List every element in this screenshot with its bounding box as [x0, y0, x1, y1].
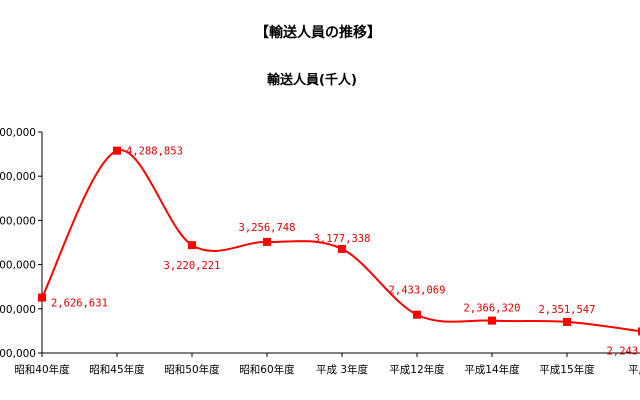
data-point-marker: [338, 244, 346, 253]
data-point-marker: [113, 146, 121, 155]
axes: [41, 132, 640, 354]
y-axis-ticks: ,000,000 ,500,000 ,000,000 ,500,000 ,000,000…: [0, 127, 42, 360]
x-tick-label: 平成 3年度: [316, 363, 369, 376]
x-tick-label: 平成15年度: [539, 363, 595, 376]
data-point-marker: [488, 316, 496, 325]
page-heading: 【輸送人員の推移】: [255, 24, 381, 41]
x-tick-label: 平成12年度: [389, 363, 445, 376]
data-labels: 2,626,631 4,288,853 3,220,221 3,256,748 3,17…: [51, 146, 640, 358]
y-tick-label: ,500,000: [0, 304, 36, 316]
data-label: 3,256,748: [239, 222, 296, 234]
data-label: 3,177,338: [314, 233, 371, 245]
data-label: 2,433,069: [389, 285, 446, 297]
x-tick-label: 昭和50年度: [164, 363, 220, 376]
data-label: 2,366,320: [464, 303, 521, 315]
x-tick-label: 昭和40年度: [14, 363, 70, 376]
data-label: 2,243,855: [607, 345, 640, 357]
y-tick-label: ,000,000: [0, 171, 36, 183]
x-axis-ticks: 昭和40年度 昭和45年度 昭和50年度 昭和60年度 平成 3年度 平成12年度 平成14…: [14, 353, 640, 376]
y-tick-label: ,500,000: [0, 215, 36, 227]
x-tick-label: 昭和60年度: [239, 363, 295, 376]
data-series: [38, 146, 640, 336]
data-label: 4,288,853: [126, 146, 183, 158]
x-tick-label: 昭和45年度: [89, 363, 145, 376]
y-tick-label: ,000,000: [0, 348, 36, 360]
data-point-marker: [188, 241, 196, 250]
data-point-marker: [563, 317, 571, 326]
data-point-marker: [638, 327, 640, 336]
data-point-marker: [38, 293, 46, 302]
y-tick-label: ,000,000: [0, 260, 36, 272]
y-tick-label: ,500,000: [0, 127, 36, 139]
data-label: 2,626,631: [51, 298, 108, 310]
data-label: 3,220,221: [164, 260, 221, 272]
chart-title: 輸送人員(千人): [267, 72, 357, 88]
data-point-marker: [263, 237, 271, 246]
data-point-marker: [413, 310, 421, 319]
x-tick-label: 平成1: [628, 364, 640, 376]
x-tick-label: 平成14年度: [464, 363, 520, 376]
data-label: 2,351,547: [539, 304, 596, 316]
